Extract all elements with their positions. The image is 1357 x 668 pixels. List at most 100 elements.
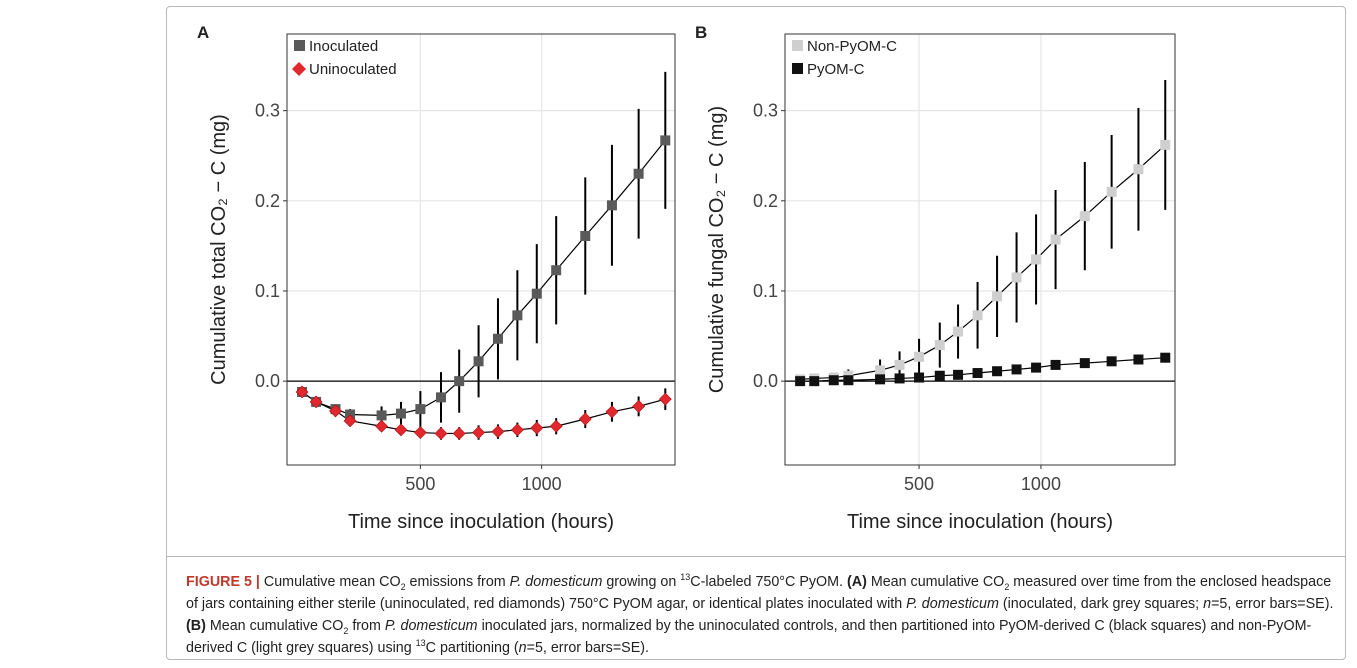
y-tick-label: 0.0 (255, 371, 280, 391)
panel-label: A (197, 23, 209, 42)
caption-text: C partitioning ( (425, 640, 519, 656)
x-tick-label: 500 (405, 474, 435, 494)
x-tick-label: 1000 (1021, 474, 1061, 494)
subscript: 2 (400, 581, 406, 592)
y-tick-label: 0.3 (255, 101, 280, 121)
legend-swatch (294, 40, 305, 51)
marker (934, 370, 945, 381)
marker (1031, 254, 1042, 265)
legend-label: Inoculated (309, 38, 378, 55)
marker (660, 135, 671, 146)
x-axis-title: Time since inoculation (hours) (847, 511, 1113, 533)
marker (309, 395, 323, 409)
panel-ref: (A) (846, 574, 867, 590)
y-tick-label: 0.0 (753, 371, 778, 391)
marker (329, 404, 342, 418)
marker (934, 340, 945, 351)
marker (1133, 164, 1144, 175)
marker (605, 405, 619, 419)
marker (809, 376, 820, 387)
marker (491, 425, 505, 439)
marker (530, 421, 544, 435)
caption-text: =5, error bars=SE). (1211, 596, 1334, 612)
marker (992, 291, 1003, 302)
marker (376, 410, 387, 421)
plot-border (286, 33, 676, 466)
y-tick-label: 0.2 (255, 191, 280, 211)
marker (1050, 234, 1061, 245)
marker (394, 423, 408, 437)
marker (1031, 362, 1042, 373)
caption-text: from (348, 618, 385, 634)
subscript: 2 (343, 625, 349, 636)
caption-text: Mean cumulative CO (866, 574, 1005, 590)
marker (472, 426, 485, 439)
subscript: 2 (1004, 581, 1010, 592)
marker (295, 385, 309, 399)
charts: 500 1000 0.0 0.1 0.2 0.3 Inoculated Uninoculate… (197, 23, 1176, 533)
panel-ref: (B) (186, 618, 206, 634)
marker (1106, 186, 1117, 197)
caption-text: C-labeled 750°C PyOM. (690, 574, 847, 590)
panel-label: B (695, 23, 707, 42)
species: P. domesticum (384, 618, 478, 634)
legend-label: PyOM-C (807, 61, 865, 78)
marker (658, 392, 672, 406)
figure-number: FIGURE 5 | (186, 574, 260, 590)
marker (578, 412, 592, 426)
y-axis-title: Cumulative total CO₂ − C (mg) (208, 114, 230, 385)
species: P. domesticum (906, 596, 999, 612)
marker (1106, 356, 1117, 367)
marker (914, 372, 925, 383)
x-axis-title: Time since inoculation (hours) (348, 511, 614, 533)
marker (1079, 211, 1090, 222)
marker (992, 366, 1003, 377)
marker (633, 168, 644, 179)
x-tick-label: 1000 (522, 474, 562, 494)
marker (632, 399, 646, 413)
marker (606, 200, 617, 211)
x-tick-label: 500 (904, 474, 934, 494)
marker (1133, 354, 1144, 365)
marker (580, 230, 591, 241)
marker (549, 419, 563, 433)
marker (1011, 364, 1022, 375)
marker (434, 427, 448, 440)
marker (551, 265, 562, 276)
marker (953, 369, 964, 380)
marker (375, 419, 388, 433)
marker (492, 333, 503, 344)
marker (972, 368, 983, 379)
marker (795, 376, 806, 387)
superscript: 13 (415, 638, 426, 649)
figure-frame (166, 6, 1346, 660)
y-tick-label: 0.2 (753, 191, 778, 211)
marker (894, 359, 905, 370)
marker (914, 351, 925, 362)
marker (512, 310, 523, 321)
marker (435, 392, 446, 403)
marker (843, 375, 854, 386)
caption-text: emissions from (405, 574, 510, 590)
n-symbol: n (1203, 596, 1212, 612)
marker (1079, 358, 1090, 369)
legend-label: Uninoculated (309, 61, 397, 78)
marker (875, 365, 886, 376)
caption-text: growing on (602, 574, 681, 590)
panel: 500 1000 0.0 0.1 0.2 0.3 Non-PyOM-C PyOM-C B Time… (695, 23, 1176, 533)
marker (875, 374, 886, 385)
caption-text: (inoculated, dark grey squares; (998, 596, 1204, 612)
legend-swatch (792, 63, 803, 74)
legend-label: Non-PyOM-C (807, 38, 897, 55)
legend-swatch (292, 62, 306, 76)
n-symbol: n (518, 640, 527, 656)
caption-text: measured over time from the enclosed hea… (186, 574, 1332, 612)
caption: FIGURE 5 | Cumulative mean CO2 emissions… (186, 571, 1336, 659)
caption-text: Cumulative mean CO (259, 574, 401, 590)
marker (395, 408, 406, 419)
y-tick-label: 0.1 (753, 281, 778, 301)
species: P. domesticum (509, 574, 603, 590)
caption-text: =5, error bars=SE). (526, 640, 649, 656)
marker (828, 375, 839, 386)
